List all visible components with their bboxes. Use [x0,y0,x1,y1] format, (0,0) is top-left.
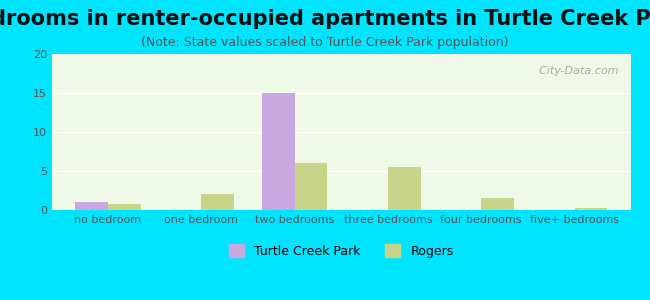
Text: City-Data.com: City-Data.com [532,67,619,76]
Text: (Note: State values scaled to Turtle Creek Park population): (Note: State values scaled to Turtle Cre… [141,36,509,49]
Text: Bedrooms in renter-occupied apartments in Turtle Creek Park: Bedrooms in renter-occupied apartments i… [0,9,650,29]
Bar [75,202,108,210]
Bar [575,208,607,210]
Bar [388,167,421,210]
Bar [294,163,327,210]
Bar [481,198,514,210]
Bar [108,204,140,210]
Legend: Turtle Creek Park, Rogers: Turtle Creek Park, Rogers [224,239,459,263]
Bar [202,194,234,210]
Bar [262,93,294,210]
